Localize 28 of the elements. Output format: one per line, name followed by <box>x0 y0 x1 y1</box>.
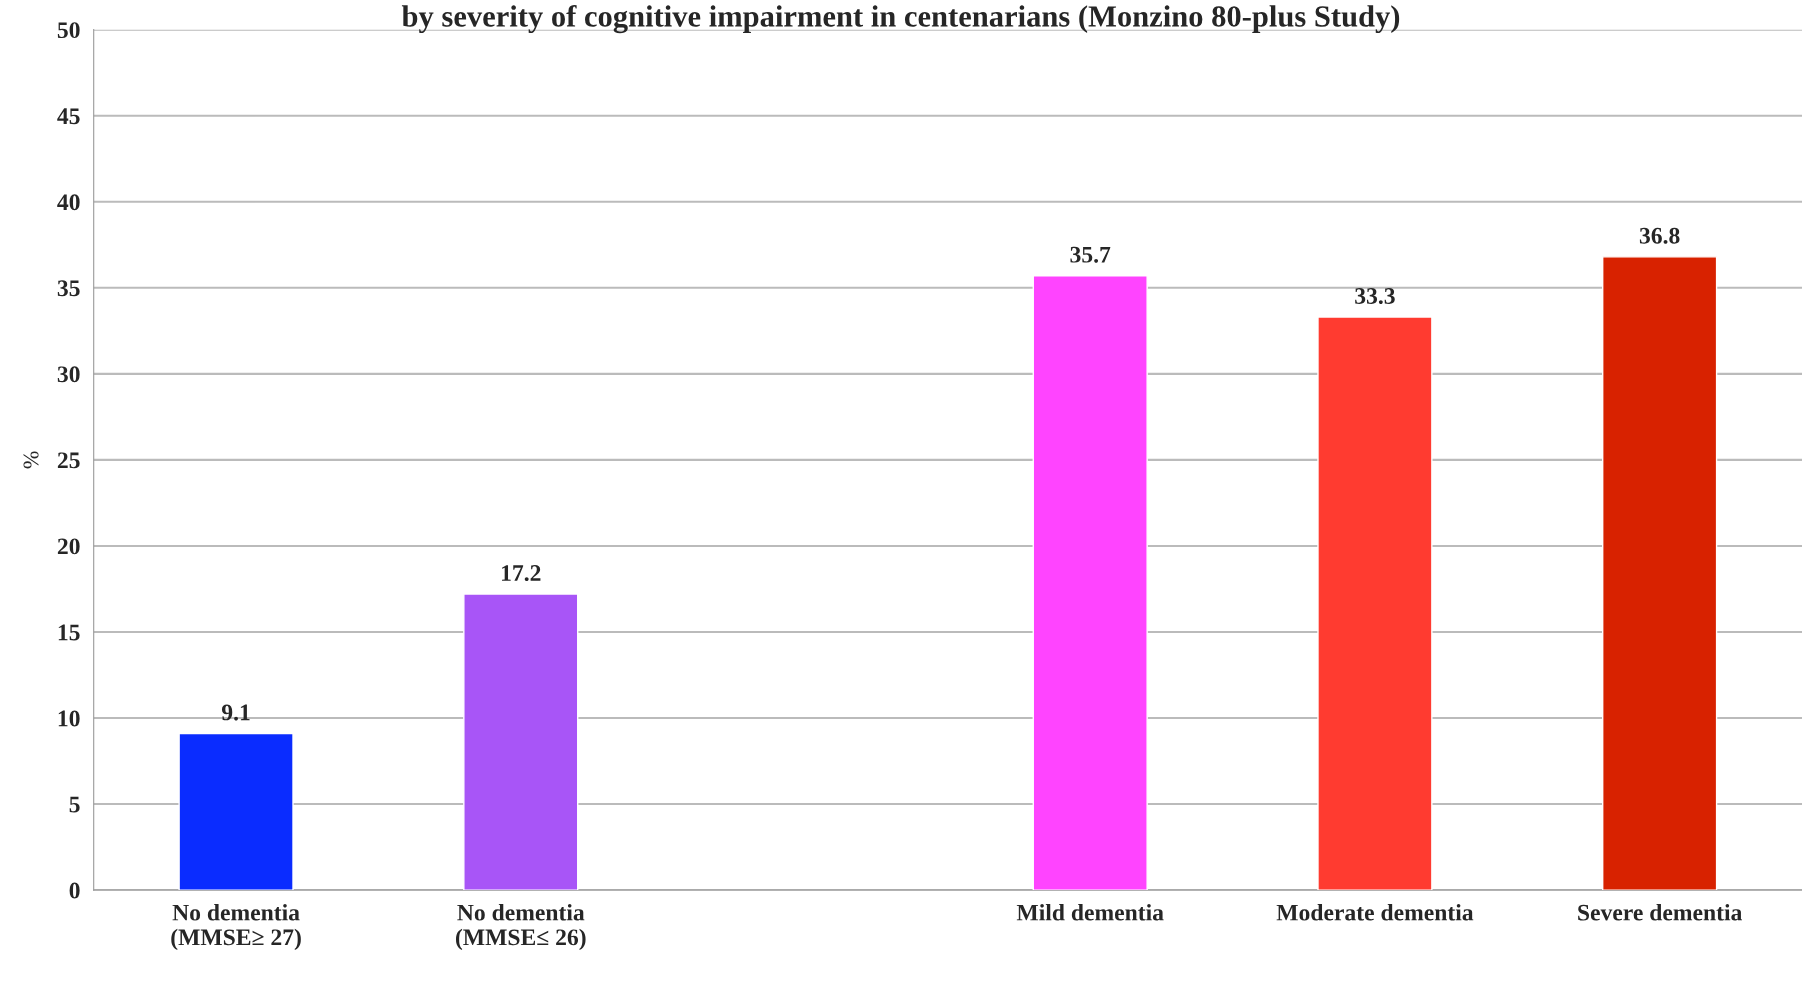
y-tick-label: 25 <box>57 452 80 469</box>
bar <box>1032 275 1148 891</box>
y-tick-label: 20 <box>57 538 80 555</box>
data-label: 17.2 <box>502 565 541 582</box>
y-tick-label: 45 <box>57 108 80 125</box>
x-tick-label: Mild dementia <box>1016 903 1164 921</box>
bar <box>1602 256 1718 891</box>
x-tick-label: Severe dementia <box>1578 903 1743 921</box>
x-tick-label: Moderate dementia <box>1276 903 1474 921</box>
x-tick-label: No dementia (MMSE≥ 27) <box>171 903 301 951</box>
bar <box>178 732 294 891</box>
y-tick-label: 5 <box>69 796 80 813</box>
bar <box>1317 316 1433 891</box>
y-tick-label: 10 <box>58 710 80 727</box>
y-tick-label: 35 <box>57 280 80 297</box>
x-tick-label: No dementia (MMSE≤ 26) <box>455 903 586 951</box>
y-tick-label: 0 <box>69 882 80 899</box>
data-label: 35.7 <box>1070 246 1111 263</box>
y-tick-label: 50 <box>57 22 80 39</box>
bar <box>463 593 579 891</box>
y-tick-label: 40 <box>57 194 80 211</box>
data-label: 33.3 <box>1355 288 1395 305</box>
chart-title: by severity of cognitive impairment in centenarians (Monzino 80-plus Study) <box>401 4 1400 34</box>
y-tick-label: 30 <box>57 366 80 383</box>
y-axis-title: % <box>23 451 39 469</box>
data-label: 9.1 <box>221 704 250 721</box>
y-tick-label: 15 <box>58 624 80 641</box>
data-label: 36.8 <box>1639 227 1680 244</box>
